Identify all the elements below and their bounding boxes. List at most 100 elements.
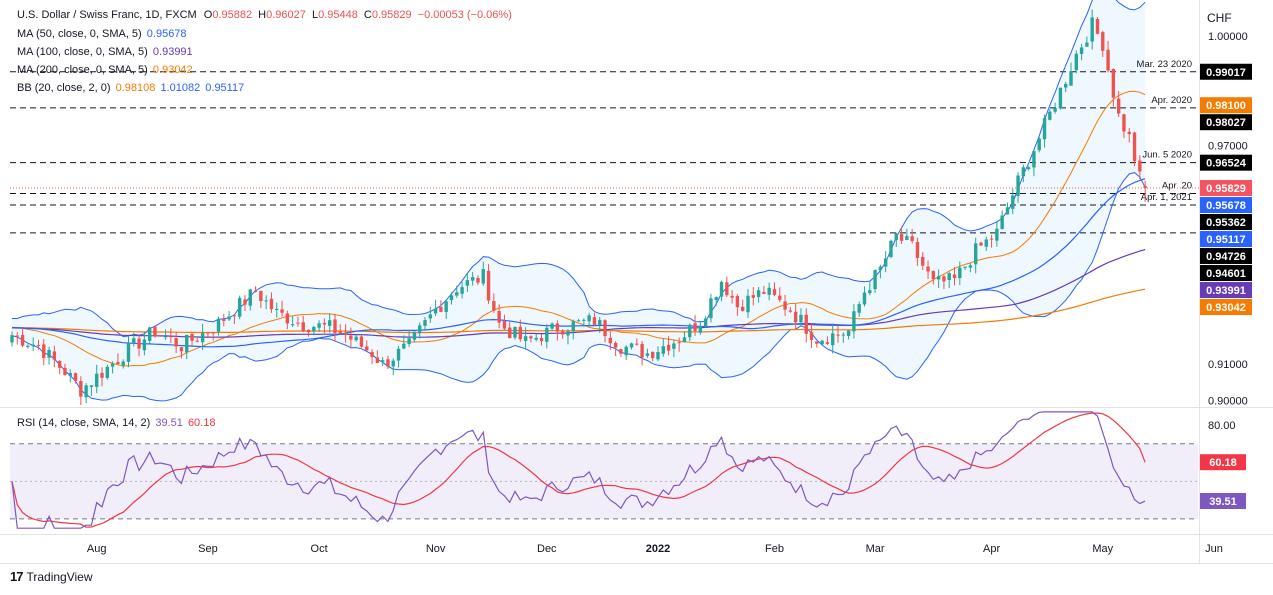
candle-body	[95, 373, 99, 387]
candle-body	[412, 331, 417, 340]
candle-body	[317, 323, 321, 328]
candle-body	[915, 242, 920, 258]
candle-body	[1106, 49, 1110, 71]
candle-body	[407, 338, 411, 345]
candle-body	[926, 266, 930, 272]
candle-body	[566, 331, 570, 336]
level-label: Jun. 5 2020	[1142, 150, 1192, 161]
candle-body	[253, 290, 258, 292]
candle-body	[470, 277, 475, 281]
level-label: Mar. 23 2020	[1137, 59, 1192, 70]
candle-body	[158, 335, 162, 337]
candle-body	[534, 337, 538, 340]
rsi-sma-value: 60.18	[187, 417, 216, 429]
candle-body	[502, 320, 507, 329]
candle-body	[894, 233, 898, 241]
candle-body	[767, 287, 771, 295]
candle-body	[539, 337, 544, 342]
candle-body	[820, 340, 824, 345]
candle-body	[497, 311, 501, 323]
time-tick-label: Sep	[198, 543, 218, 555]
candle-body	[783, 301, 787, 310]
candle-body	[571, 321, 575, 331]
candle-body	[492, 301, 496, 311]
candle-body	[153, 326, 157, 337]
time-tick-label: Dec	[537, 543, 557, 555]
candle-body	[910, 236, 914, 242]
candle-body	[640, 344, 644, 358]
candle-body	[100, 372, 104, 378]
candle-body	[31, 344, 35, 347]
candle-body	[1074, 53, 1078, 71]
candle-body	[380, 360, 385, 362]
candle-body	[1132, 132, 1137, 162]
close-value: 0.95829	[371, 9, 412, 21]
price-tick-label: 0.97000	[1208, 140, 1248, 152]
price-tag-label: 0.95362	[1206, 217, 1246, 229]
candle-body	[1138, 160, 1142, 172]
candle-body	[418, 325, 422, 333]
price-tag	[1200, 63, 1252, 80]
candle-body	[836, 334, 840, 336]
ma100-line	[11, 248, 1146, 338]
ma100-legend[interactable]: MA (100, close, 0, SMA, 5) 0.93991	[17, 44, 193, 60]
ma200-legend[interactable]: MA (200, close, 0, SMA, 5) 0.93042	[17, 62, 193, 78]
candle-body	[698, 325, 703, 333]
ma200-label: MA (200, close, 0, SMA, 5)	[17, 64, 148, 76]
candle-body	[661, 346, 665, 354]
rsi-value: 39.51	[155, 417, 183, 429]
low-label: L	[311, 9, 319, 21]
candle-body	[259, 290, 263, 302]
candle-body	[831, 333, 835, 346]
rsi-line	[11, 411, 1146, 529]
candle-body	[269, 298, 274, 310]
candle-body	[523, 336, 528, 341]
candle-body	[1122, 114, 1126, 132]
candle-body	[486, 270, 491, 301]
candle-body	[899, 234, 904, 241]
candle-body	[142, 339, 147, 351]
ma50-legend[interactable]: MA (50, close, 0, SMA, 5) 0.95678	[17, 26, 187, 42]
candle-body	[423, 319, 427, 326]
candle-body	[322, 322, 327, 325]
candle-body	[529, 336, 533, 339]
candle-body	[57, 360, 62, 368]
candle-body	[629, 343, 634, 348]
tradingview-logo[interactable]: 17 TradingView	[10, 569, 93, 584]
candle-body	[508, 327, 512, 339]
candle-body	[439, 307, 443, 312]
candle-body	[545, 327, 549, 342]
candle-body	[121, 361, 125, 366]
bb-legend[interactable]: BB (20, close, 2, 0) 0.98108 1.01082 0.9…	[17, 80, 244, 96]
candle-body	[788, 310, 793, 312]
candle-body	[84, 385, 88, 398]
candle-body	[582, 319, 586, 321]
candle-body	[275, 308, 279, 311]
rsi-label: RSI (14, close, SMA, 14, 2)	[17, 417, 151, 429]
level-label: Apr. 2020	[1151, 95, 1192, 106]
candle-body	[1143, 186, 1147, 189]
price-tag-label: 0.94601	[1206, 268, 1246, 280]
candle-body	[995, 228, 999, 241]
ma100-value: 0.93991	[152, 46, 193, 58]
change-value: −0.00053 (−0.06%)	[417, 9, 512, 21]
candle-body	[1048, 111, 1052, 120]
candle-body	[883, 258, 888, 267]
candle-body	[290, 324, 295, 326]
time-tick-label: Oct	[311, 543, 328, 555]
candle-body	[232, 315, 237, 317]
candle-body	[402, 343, 406, 349]
candle-body	[1069, 71, 1073, 86]
candle-body	[677, 342, 681, 344]
time-tick-label: Mar	[866, 543, 885, 555]
candle-body	[26, 345, 30, 347]
price-tag-label: 0.95678	[1206, 200, 1246, 212]
rsi-legend[interactable]: RSI (14, close, SMA, 14, 2) 39.51 60.18	[17, 415, 215, 431]
candle-body	[126, 342, 131, 362]
high-label: H	[258, 9, 267, 21]
candle-body	[79, 380, 83, 397]
candle-body	[703, 318, 708, 327]
candle-body	[47, 349, 51, 358]
candle-body	[386, 359, 390, 367]
